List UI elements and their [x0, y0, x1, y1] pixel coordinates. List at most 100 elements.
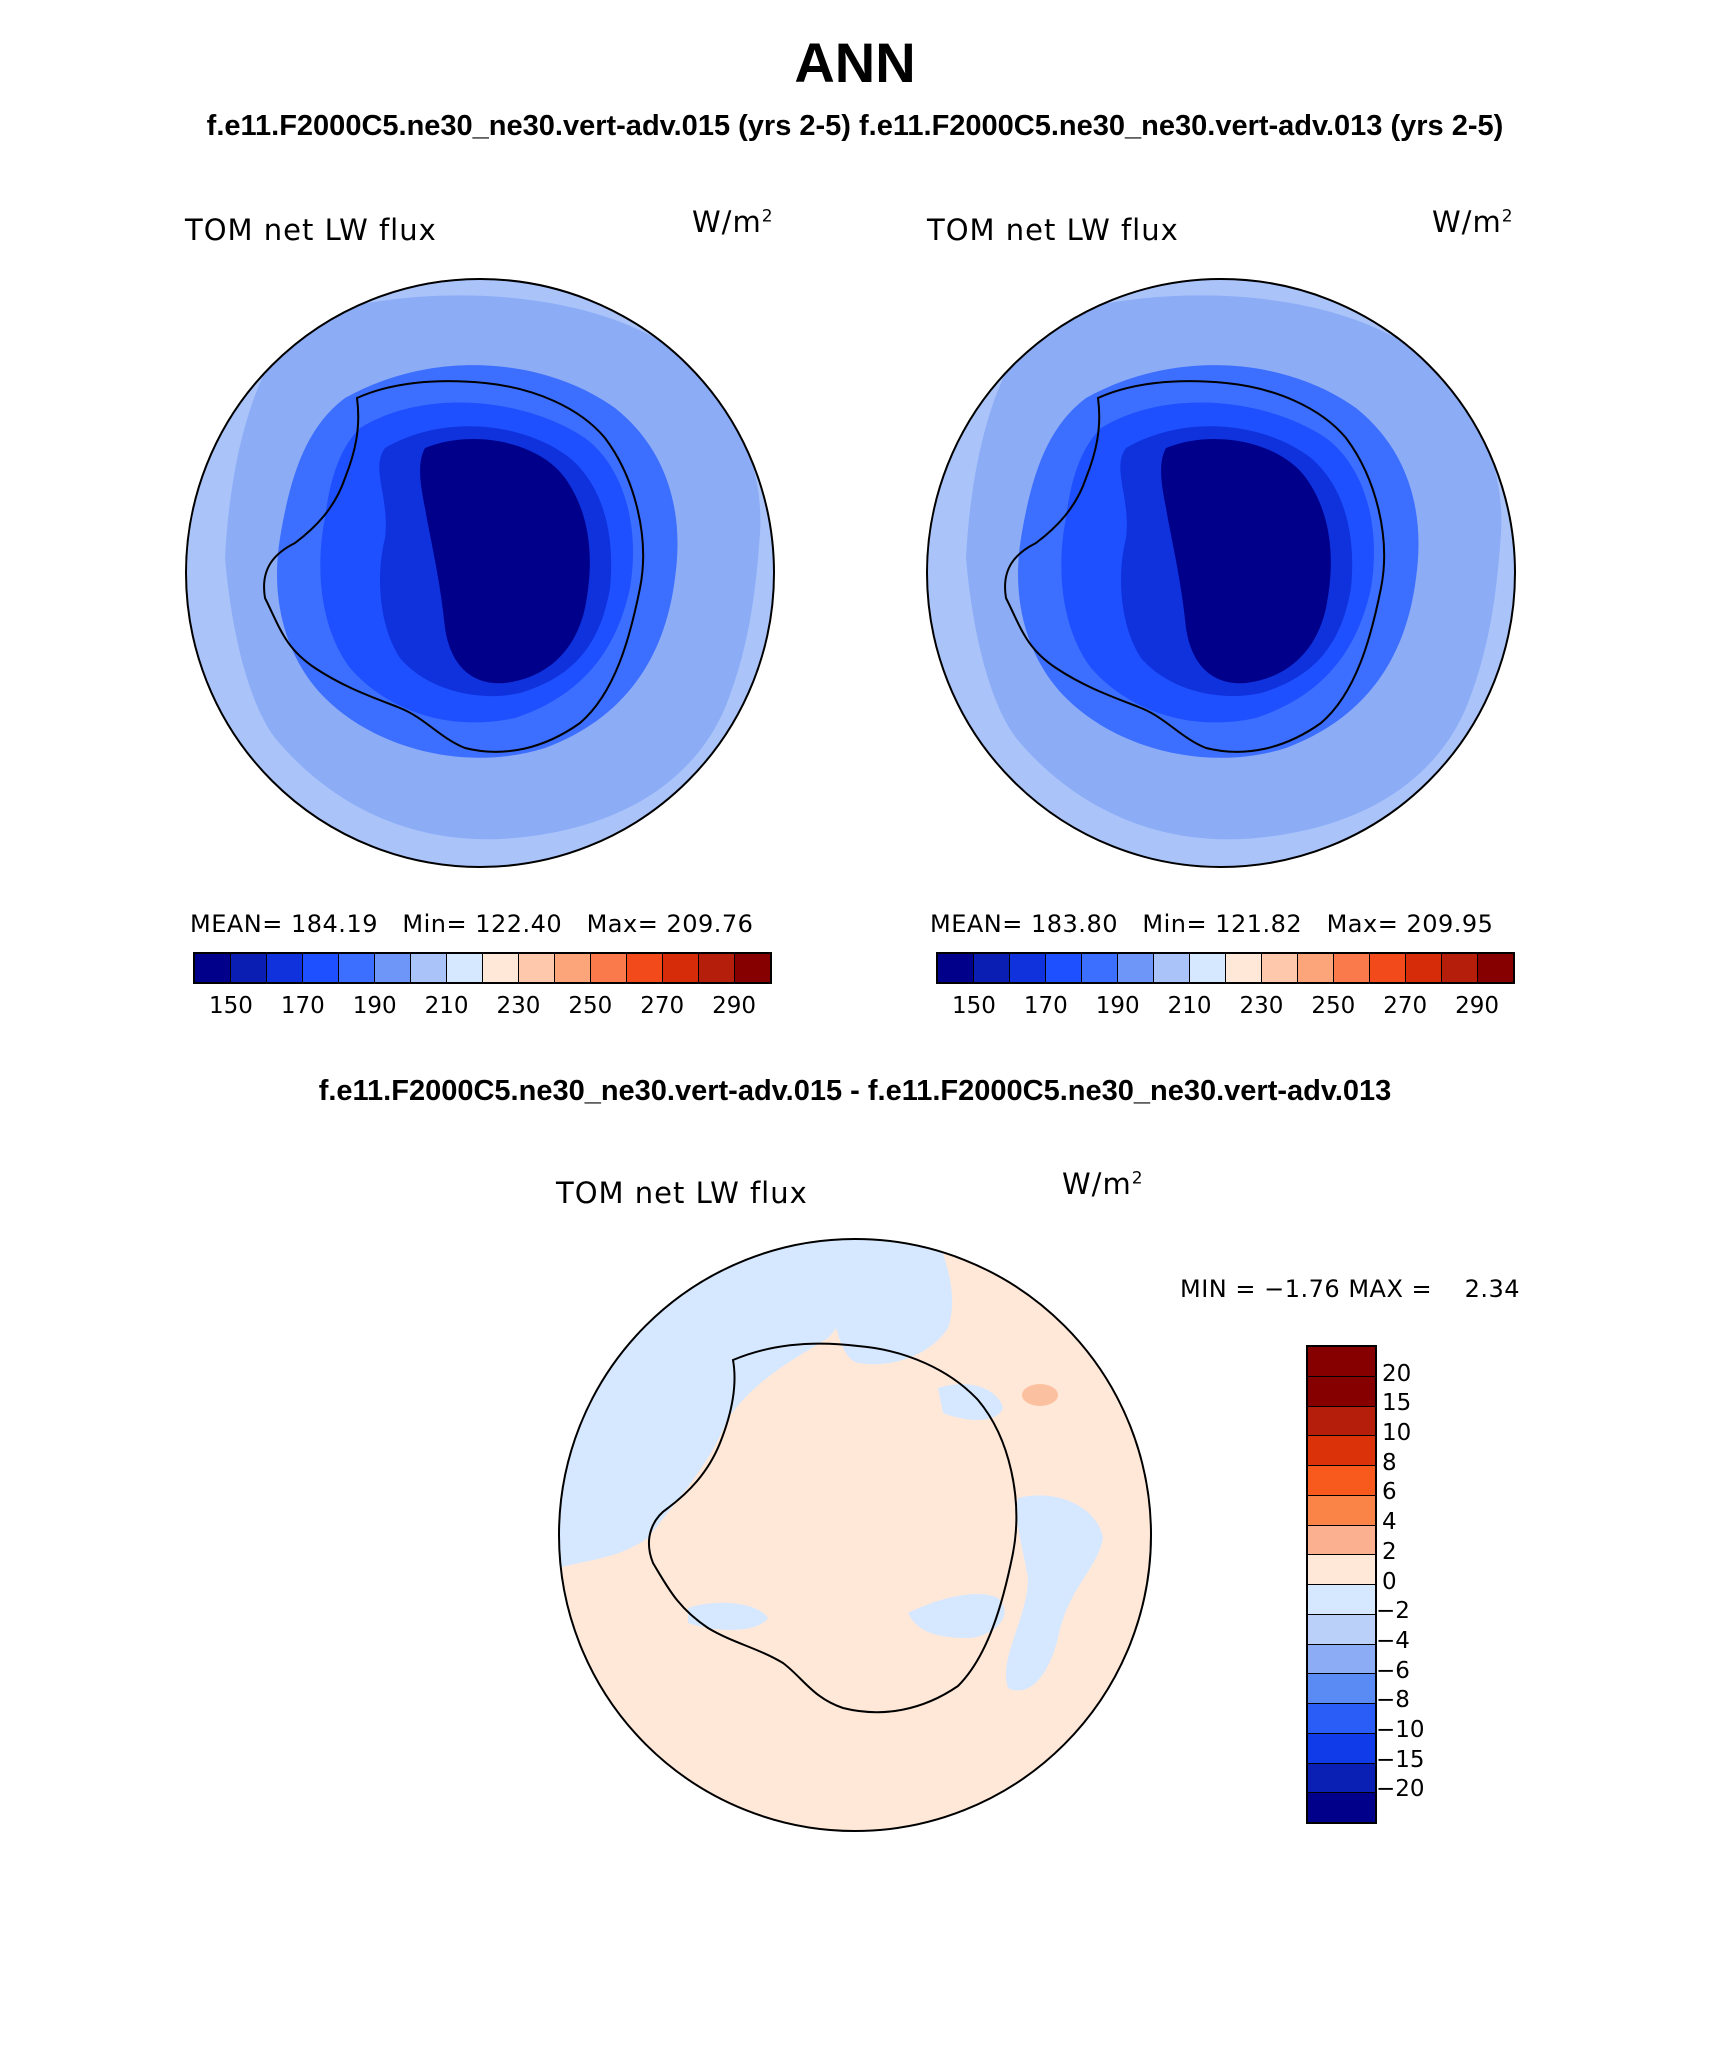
colorbar-swatch — [974, 954, 1010, 982]
panel2-stats: MEAN= 183.80 Min= 121.82 Max= 209.95 — [930, 910, 1494, 938]
colorbar-swatch — [1308, 1704, 1375, 1734]
colorbar-swatch — [627, 954, 663, 982]
colorbar-swatch — [1046, 954, 1082, 982]
colorbar-swatch — [1190, 954, 1226, 982]
colorbar-swatch — [1308, 1793, 1375, 1822]
colorbar-tick-label: 290 — [712, 993, 756, 1019]
panel2-variable-label: TOM net LW flux — [927, 213, 1179, 247]
colorbar-swatch — [1308, 1347, 1375, 1377]
colorbar-swatch — [1308, 1733, 1375, 1764]
colorbar-tick-label: 4 — [1382, 1509, 1397, 1536]
colorbar-swatch — [1308, 1466, 1375, 1496]
colorbar-swatch — [1308, 1525, 1375, 1556]
colorbar-swatch — [267, 954, 303, 982]
colorbar-swatch — [1406, 954, 1442, 982]
colorbar-tick-label: −4 — [1376, 1627, 1410, 1654]
colorbar-swatch — [1308, 1495, 1375, 1526]
colorbar-tick-label: 250 — [1311, 993, 1356, 1019]
colorbar-swatch — [1308, 1555, 1375, 1585]
colorbar-tick-label: 150 — [951, 993, 996, 1019]
colorbar-swatch — [1334, 954, 1370, 982]
colorbar-swatch — [1370, 954, 1406, 982]
panel1-map — [185, 278, 775, 868]
colorbar-tick-label: 20 — [1382, 1360, 1412, 1387]
colorbar-swatch — [555, 954, 591, 982]
panel2-colorbar-ticks: 150 170 190 210 230 250 270 290 — [936, 993, 1511, 1023]
colorbar-tick-label: 230 — [496, 993, 541, 1019]
colorbar-tick-label: 270 — [640, 993, 685, 1019]
colorbar-swatch — [938, 954, 974, 982]
colorbar-tick-label: 0 — [1382, 1568, 1397, 1595]
colorbar-swatch — [663, 954, 699, 982]
colorbar-tick-label: 2 — [1382, 1538, 1397, 1565]
colorbar-swatch — [1308, 1614, 1375, 1645]
colorbar-tick-label: 250 — [568, 993, 613, 1019]
colorbar-swatch — [447, 954, 483, 982]
colorbar-swatch — [735, 954, 770, 982]
colorbar-swatch — [1308, 1644, 1375, 1675]
difference-units: W/m2 — [1062, 1167, 1144, 1201]
colorbar-tick-label: 6 — [1382, 1479, 1397, 1506]
colorbar-swatch — [591, 954, 627, 982]
colorbar-tick-label: 230 — [1239, 993, 1284, 1019]
panel2-units: W/m2 — [1432, 205, 1514, 239]
difference-variable-label: TOM net LW flux — [556, 1176, 808, 1210]
colorbar-tick-label: −6 — [1376, 1657, 1410, 1684]
colorbar-swatch — [1308, 1585, 1375, 1615]
colorbar-swatch — [1478, 954, 1513, 982]
colorbar-swatch — [483, 954, 519, 982]
colorbar-swatch — [303, 954, 339, 982]
figure-subtitle: f.e11.F2000C5.ne30_ne30.vert-adv.015 (yr… — [206, 110, 1504, 142]
figure-title: ANN — [794, 31, 916, 94]
colorbar-tick-label: −2 — [1376, 1598, 1410, 1625]
difference-stats: MIN = −1.76 MAX = 2.34 — [1180, 1275, 1521, 1303]
colorbar-tick-label: 170 — [280, 993, 325, 1019]
panel1-colorbar — [193, 952, 772, 984]
colorbar-tick-label: 150 — [208, 993, 253, 1019]
colorbar-swatch — [411, 954, 447, 982]
colorbar-tick-label: −15 — [1376, 1746, 1425, 1773]
difference-map — [558, 1238, 1152, 1832]
colorbar-tick-label: 8 — [1382, 1449, 1397, 1476]
colorbar-swatch — [1308, 1406, 1375, 1437]
colorbar-swatch — [1442, 954, 1478, 982]
colorbar-swatch — [339, 954, 375, 982]
panel2-map — [926, 278, 1516, 868]
colorbar-tick-label: 15 — [1382, 1390, 1412, 1417]
colorbar-tick-label: 210 — [424, 993, 469, 1019]
colorbar-swatch — [519, 954, 555, 982]
colorbar-swatch — [1308, 1674, 1375, 1704]
panel1-stats: MEAN= 184.19 Min= 122.40 Max= 209.76 — [190, 910, 754, 938]
panel1-variable-label: TOM net LW flux — [185, 213, 437, 247]
colorbar-tick-label: 190 — [1095, 993, 1140, 1019]
colorbar-tick-label: 210 — [1167, 993, 1212, 1019]
colorbar-swatch — [1226, 954, 1262, 982]
colorbar-swatch — [1298, 954, 1334, 982]
colorbar-tick-label: 190 — [352, 993, 397, 1019]
colorbar-tick-label: −8 — [1376, 1687, 1410, 1714]
colorbar-tick-label: −20 — [1376, 1776, 1425, 1803]
colorbar-swatch — [1262, 954, 1298, 982]
colorbar-swatch — [1010, 954, 1046, 982]
colorbar-swatch — [1082, 954, 1118, 982]
colorbar-swatch — [1308, 1436, 1375, 1466]
colorbar-swatch — [699, 954, 735, 982]
panel2-colorbar — [936, 952, 1515, 984]
panel1-colorbar-ticks: 150 170 190 210 230 250 270 290 — [193, 993, 768, 1023]
colorbar-swatch — [1154, 954, 1190, 982]
colorbar-swatch — [1118, 954, 1154, 982]
colorbar-tick-label: 270 — [1383, 993, 1428, 1019]
colorbar-swatch — [1308, 1763, 1375, 1794]
colorbar-swatch — [231, 954, 267, 982]
colorbar-swatch — [1308, 1376, 1375, 1407]
colorbar-tick-label: 290 — [1455, 993, 1499, 1019]
colorbar-tick-label: 170 — [1023, 993, 1068, 1019]
difference-title: f.e11.F2000C5.ne30_ne30.vert-adv.015 - f… — [318, 1075, 1392, 1107]
colorbar-swatch — [375, 954, 411, 982]
colorbar-tick-label: −10 — [1376, 1716, 1425, 1743]
colorbar-tick-label: 10 — [1382, 1420, 1412, 1447]
difference-colorbar-ticks: 20 15 10 8 6 4 2 0 −2 −4 −6 −8 −10 −15 −20 — [1376, 1345, 1462, 1820]
colorbar-swatch — [195, 954, 231, 982]
difference-colorbar — [1306, 1345, 1377, 1824]
panel1-units: W/m2 — [692, 205, 774, 239]
